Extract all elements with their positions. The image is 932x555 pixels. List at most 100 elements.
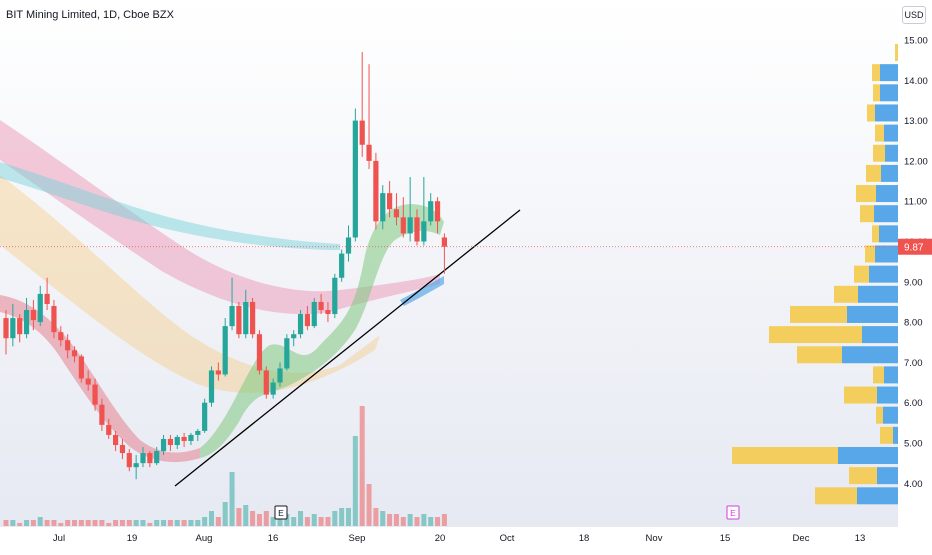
ema-band-blue <box>400 276 444 306</box>
candle-body <box>154 451 160 464</box>
volume-bar <box>154 520 160 526</box>
price-tick-label: 13.00 <box>904 116 928 127</box>
volume-bar <box>188 520 194 526</box>
ema-band-green <box>200 204 444 458</box>
volume-profile-down-bar <box>881 164 898 182</box>
volume-bar <box>106 523 112 526</box>
candle-body <box>250 301 256 335</box>
volume-profile-up-bar <box>815 487 857 505</box>
volume-bar <box>346 508 351 526</box>
volume-bar <box>407 514 413 526</box>
volume-profile-down-bar <box>883 406 898 424</box>
volume-bar <box>92 520 98 526</box>
volume-bar <box>181 520 187 526</box>
candle-body <box>359 120 365 145</box>
volume-bar <box>441 514 447 526</box>
volume-bar <box>30 520 36 526</box>
candle-body <box>44 293 50 304</box>
volume-bar <box>195 520 201 526</box>
last-price-badge <box>898 238 932 255</box>
candle-body <box>167 438 173 446</box>
volume-bar <box>119 520 125 526</box>
symbol-title: BIT Mining Limited, 1D, Cboe BZX <box>6 9 174 21</box>
volume-profile-up-bar <box>732 447 838 464</box>
volume-profile-down-bar <box>877 467 898 485</box>
price-tick-label: 9.00 <box>904 277 923 288</box>
volume-profile-up-bar <box>856 185 876 203</box>
volume-bar <box>250 511 256 526</box>
candle-body <box>215 370 221 375</box>
candle-body <box>325 310 331 315</box>
candle-body <box>229 305 235 327</box>
volume-bar <box>318 517 324 526</box>
candle-body <box>243 301 249 335</box>
volume-profile-up-bar <box>876 406 883 424</box>
volume-profile-down-bar <box>869 265 898 283</box>
last-price-label: 9.87 <box>904 243 924 254</box>
volume-bar <box>291 517 297 526</box>
candle-body <box>270 382 276 395</box>
candle-body <box>65 340 71 351</box>
price-tick-label: 12.00 <box>904 156 928 167</box>
time-axis-background <box>0 527 898 550</box>
candle-body <box>147 453 153 464</box>
candle-body <box>291 334 297 339</box>
volume-bar <box>58 523 64 526</box>
candle-body <box>113 434 119 446</box>
volume-bar <box>435 517 441 526</box>
price-axis-background <box>898 0 932 550</box>
candle-body <box>434 201 441 222</box>
volume-bar <box>44 520 50 526</box>
volume-profile-up-bar <box>834 285 858 303</box>
candle-body <box>441 237 447 247</box>
volume-bar <box>99 520 105 526</box>
volume-profile-up-bar <box>873 84 880 102</box>
price-tick-label: 15.00 <box>904 36 928 47</box>
candle-body <box>181 436 187 441</box>
candle-body <box>407 217 413 234</box>
volume-bar <box>393 514 399 526</box>
volume-bar <box>126 520 132 526</box>
time-tick-label: Oct <box>500 533 515 544</box>
candle-body <box>284 338 290 369</box>
volume-bar <box>421 514 427 526</box>
currency-button[interactable]: USD <box>902 6 926 24</box>
volume-profile-down-bar <box>880 64 898 82</box>
volume-bar <box>85 520 91 526</box>
volume-profile-down-bar <box>875 245 898 263</box>
volume-profile-up-bar <box>865 245 875 263</box>
volume-profile-down-bar <box>842 346 898 364</box>
volume-bar <box>202 517 208 526</box>
time-tick-label: 19 <box>127 533 138 544</box>
candle-body <box>78 356 84 379</box>
time-tick-label: Aug <box>196 533 213 544</box>
candle-body <box>222 326 228 375</box>
candle-body <box>332 277 338 315</box>
earnings-marker-label: E <box>730 508 736 518</box>
volume-bar <box>209 511 214 526</box>
volume-bar <box>215 517 221 526</box>
candle-body <box>414 217 420 242</box>
volume-bar <box>24 520 30 526</box>
candle-body <box>339 253 345 278</box>
volume-profile-down-bar <box>838 447 898 464</box>
volume-bar <box>51 520 57 526</box>
volume-bar <box>113 520 119 526</box>
volume-bar <box>147 523 153 526</box>
time-tick-label: Jul <box>53 533 65 544</box>
volume-bar <box>352 436 358 526</box>
volume-profile-down-bar <box>884 366 898 384</box>
earnings-marker <box>726 505 740 520</box>
candle-body <box>30 310 36 321</box>
time-tick-label: 15 <box>720 533 731 544</box>
volume-profile-down-bar <box>879 225 898 243</box>
price-tick-label: 4.00 <box>904 479 923 490</box>
volume-bar <box>263 511 269 526</box>
candle-body <box>387 193 393 210</box>
volume-bar <box>339 508 345 526</box>
candle-body <box>106 424 112 435</box>
volume-bar <box>325 517 331 526</box>
volume-profile-down-bar <box>874 205 898 223</box>
